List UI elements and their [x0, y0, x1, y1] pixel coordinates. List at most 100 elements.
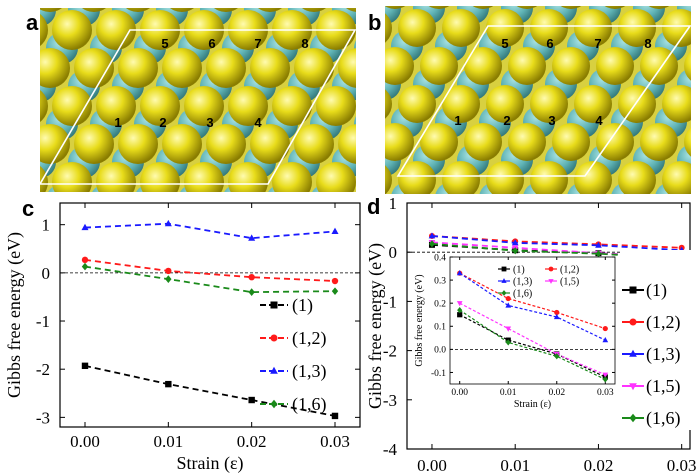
x-tick-label: 0.02: [548, 388, 565, 398]
a-site-label: 1: [114, 115, 121, 130]
legend-label: (1,6): [292, 394, 327, 415]
b-sulfur-atom: [385, 13, 392, 43]
a-metal-atom: [332, 222, 364, 254]
series-line: [459, 314, 606, 378]
a-sulfur-atom: [40, 48, 70, 88]
a-metal-atom: [156, 222, 188, 254]
a-sulfur-atom: [140, 86, 180, 126]
y-tick-label: -1: [36, 312, 50, 331]
legend-marker: [270, 366, 278, 374]
legend-d: (1) (1,2) (1,3) (1,5) (1,6): [620, 250, 695, 430]
legend-marker: [270, 301, 278, 309]
legend-marker: [548, 279, 554, 284]
a-metal-atom: [354, 116, 356, 132]
b-sulfur-atom: [684, 51, 691, 81]
chart-d-inset: 0.00 0.01 0.02 0.03 -0.1 0.0 0.1 0.2 0.3 0.4 Strai…: [414, 253, 616, 410]
b-sulfur-atom: [332, 0, 370, 9]
a-sulfur-atom: [126, 8, 150, 12]
b-sulfur-atom: [640, 123, 678, 161]
b-sulfur-atom: [574, 161, 612, 194]
b-sulfur-atom: [530, 161, 568, 194]
a-unit-cell-outline: [38, 29, 357, 185]
series-line: [431, 242, 682, 260]
a-sulfur-atom: [184, 86, 224, 126]
b-sulfur-atom: [385, 165, 392, 194]
b-sulfur-atom: [472, 6, 494, 9]
b-sulfur-atom: [385, 123, 414, 161]
a-metal-atom: [2, 32, 34, 64]
legend-inset: (1) (1,2) (1,3) (1,5) (1,6): [498, 265, 579, 300]
a-structure-image: 1 2 3 4 5 6 7 8: [2, 8, 386, 254]
b-sulfur-atom: [428, 6, 450, 9]
x-tick-label: 0.03: [667, 456, 697, 475]
x-tick-label: 0.02: [584, 456, 614, 475]
y-axis-label: Gibbs free energy (eV): [4, 232, 25, 398]
legend-marker: [501, 266, 507, 272]
a-sulfur-atom: [250, 200, 290, 240]
legend-label: (1,3): [513, 277, 532, 288]
chart-d: 0.00 0.01 0.02 0.03 -4 -3 -2 -1 0 1 Strain (ε) Gibb…: [365, 194, 697, 475]
legend-marker: [270, 334, 278, 342]
y-tick-label: -3: [36, 408, 50, 427]
a-sulfur-atom: [338, 124, 356, 164]
b-sulfur-atom: [662, 9, 691, 47]
data-point: [331, 287, 339, 295]
legend-marker: [629, 286, 637, 294]
a-site-label: 6: [208, 36, 215, 51]
a-sulfur-atom: [272, 86, 312, 126]
a-sulfur-atom: [338, 200, 378, 240]
legend-marker: [548, 266, 554, 272]
legend-label: (1,5): [560, 277, 579, 288]
b-sulfur-atom: [508, 199, 546, 237]
x-tick-label: 0.00: [70, 432, 100, 451]
x-tick-label: 0.00: [417, 456, 447, 475]
a-sulfur-atom: [206, 48, 246, 88]
y-tick-label: 0.0: [434, 346, 446, 356]
legend-marker: [501, 290, 507, 296]
y-tick-label: 0.2: [434, 300, 446, 310]
a-sulfur-atom: [40, 8, 62, 12]
b-sulfur-atom: [486, 161, 524, 194]
b-sulfur-atom: [560, 6, 582, 9]
a-sulfur-atom: [96, 10, 136, 50]
data-point: [602, 325, 608, 332]
a-metal-atom: [354, 184, 386, 216]
a-sulfur-atom: [294, 124, 334, 164]
b-sulfur-atom: [618, 9, 656, 47]
legend-c: (1) (1,2) (1,3) (1,6): [260, 295, 327, 415]
legend-marker: [629, 383, 637, 391]
b-sulfur-atom: [552, 123, 590, 161]
a-sulfur-atom: [74, 200, 114, 240]
y-tick-label: 1: [389, 194, 398, 213]
b-sulfur-atom: [618, 161, 656, 194]
b-sulfur-atom: [442, 161, 480, 194]
data-point: [595, 241, 602, 248]
a-sulfur-atom: [96, 162, 136, 192]
data-point: [81, 262, 89, 271]
a-sulfur-atom: [338, 48, 356, 88]
data-point: [511, 239, 519, 246]
a-sulfur-atom: [82, 8, 106, 12]
y-tick-label: 0.4: [434, 253, 446, 263]
series-line: [84, 364, 336, 417]
series-line: [431, 235, 682, 252]
y-axis-label: Gibbs free energy (eV): [414, 274, 425, 366]
data-point: [331, 227, 339, 234]
b-site-label: 8: [644, 36, 651, 51]
b-sulfur-atom: [486, 85, 524, 123]
legend-label: (1,6): [513, 289, 532, 300]
b-sulfur-atom: [508, 47, 546, 85]
y-tick-label: 0: [42, 264, 51, 283]
a-sulfur-atom: [302, 8, 326, 12]
series-line: [459, 272, 606, 330]
b-sulfur-atom: [398, 9, 436, 47]
legend-d-background: [620, 250, 695, 430]
legend-label: (1,2): [646, 312, 681, 333]
data-point: [554, 309, 560, 316]
x-tick-label: 0.02: [237, 432, 267, 451]
a-metal-atom: [2, 108, 34, 140]
a-sulfur-atom: [40, 90, 48, 122]
b-sulfur-atom: [662, 85, 691, 123]
b-sulfur-atom: [420, 199, 458, 237]
